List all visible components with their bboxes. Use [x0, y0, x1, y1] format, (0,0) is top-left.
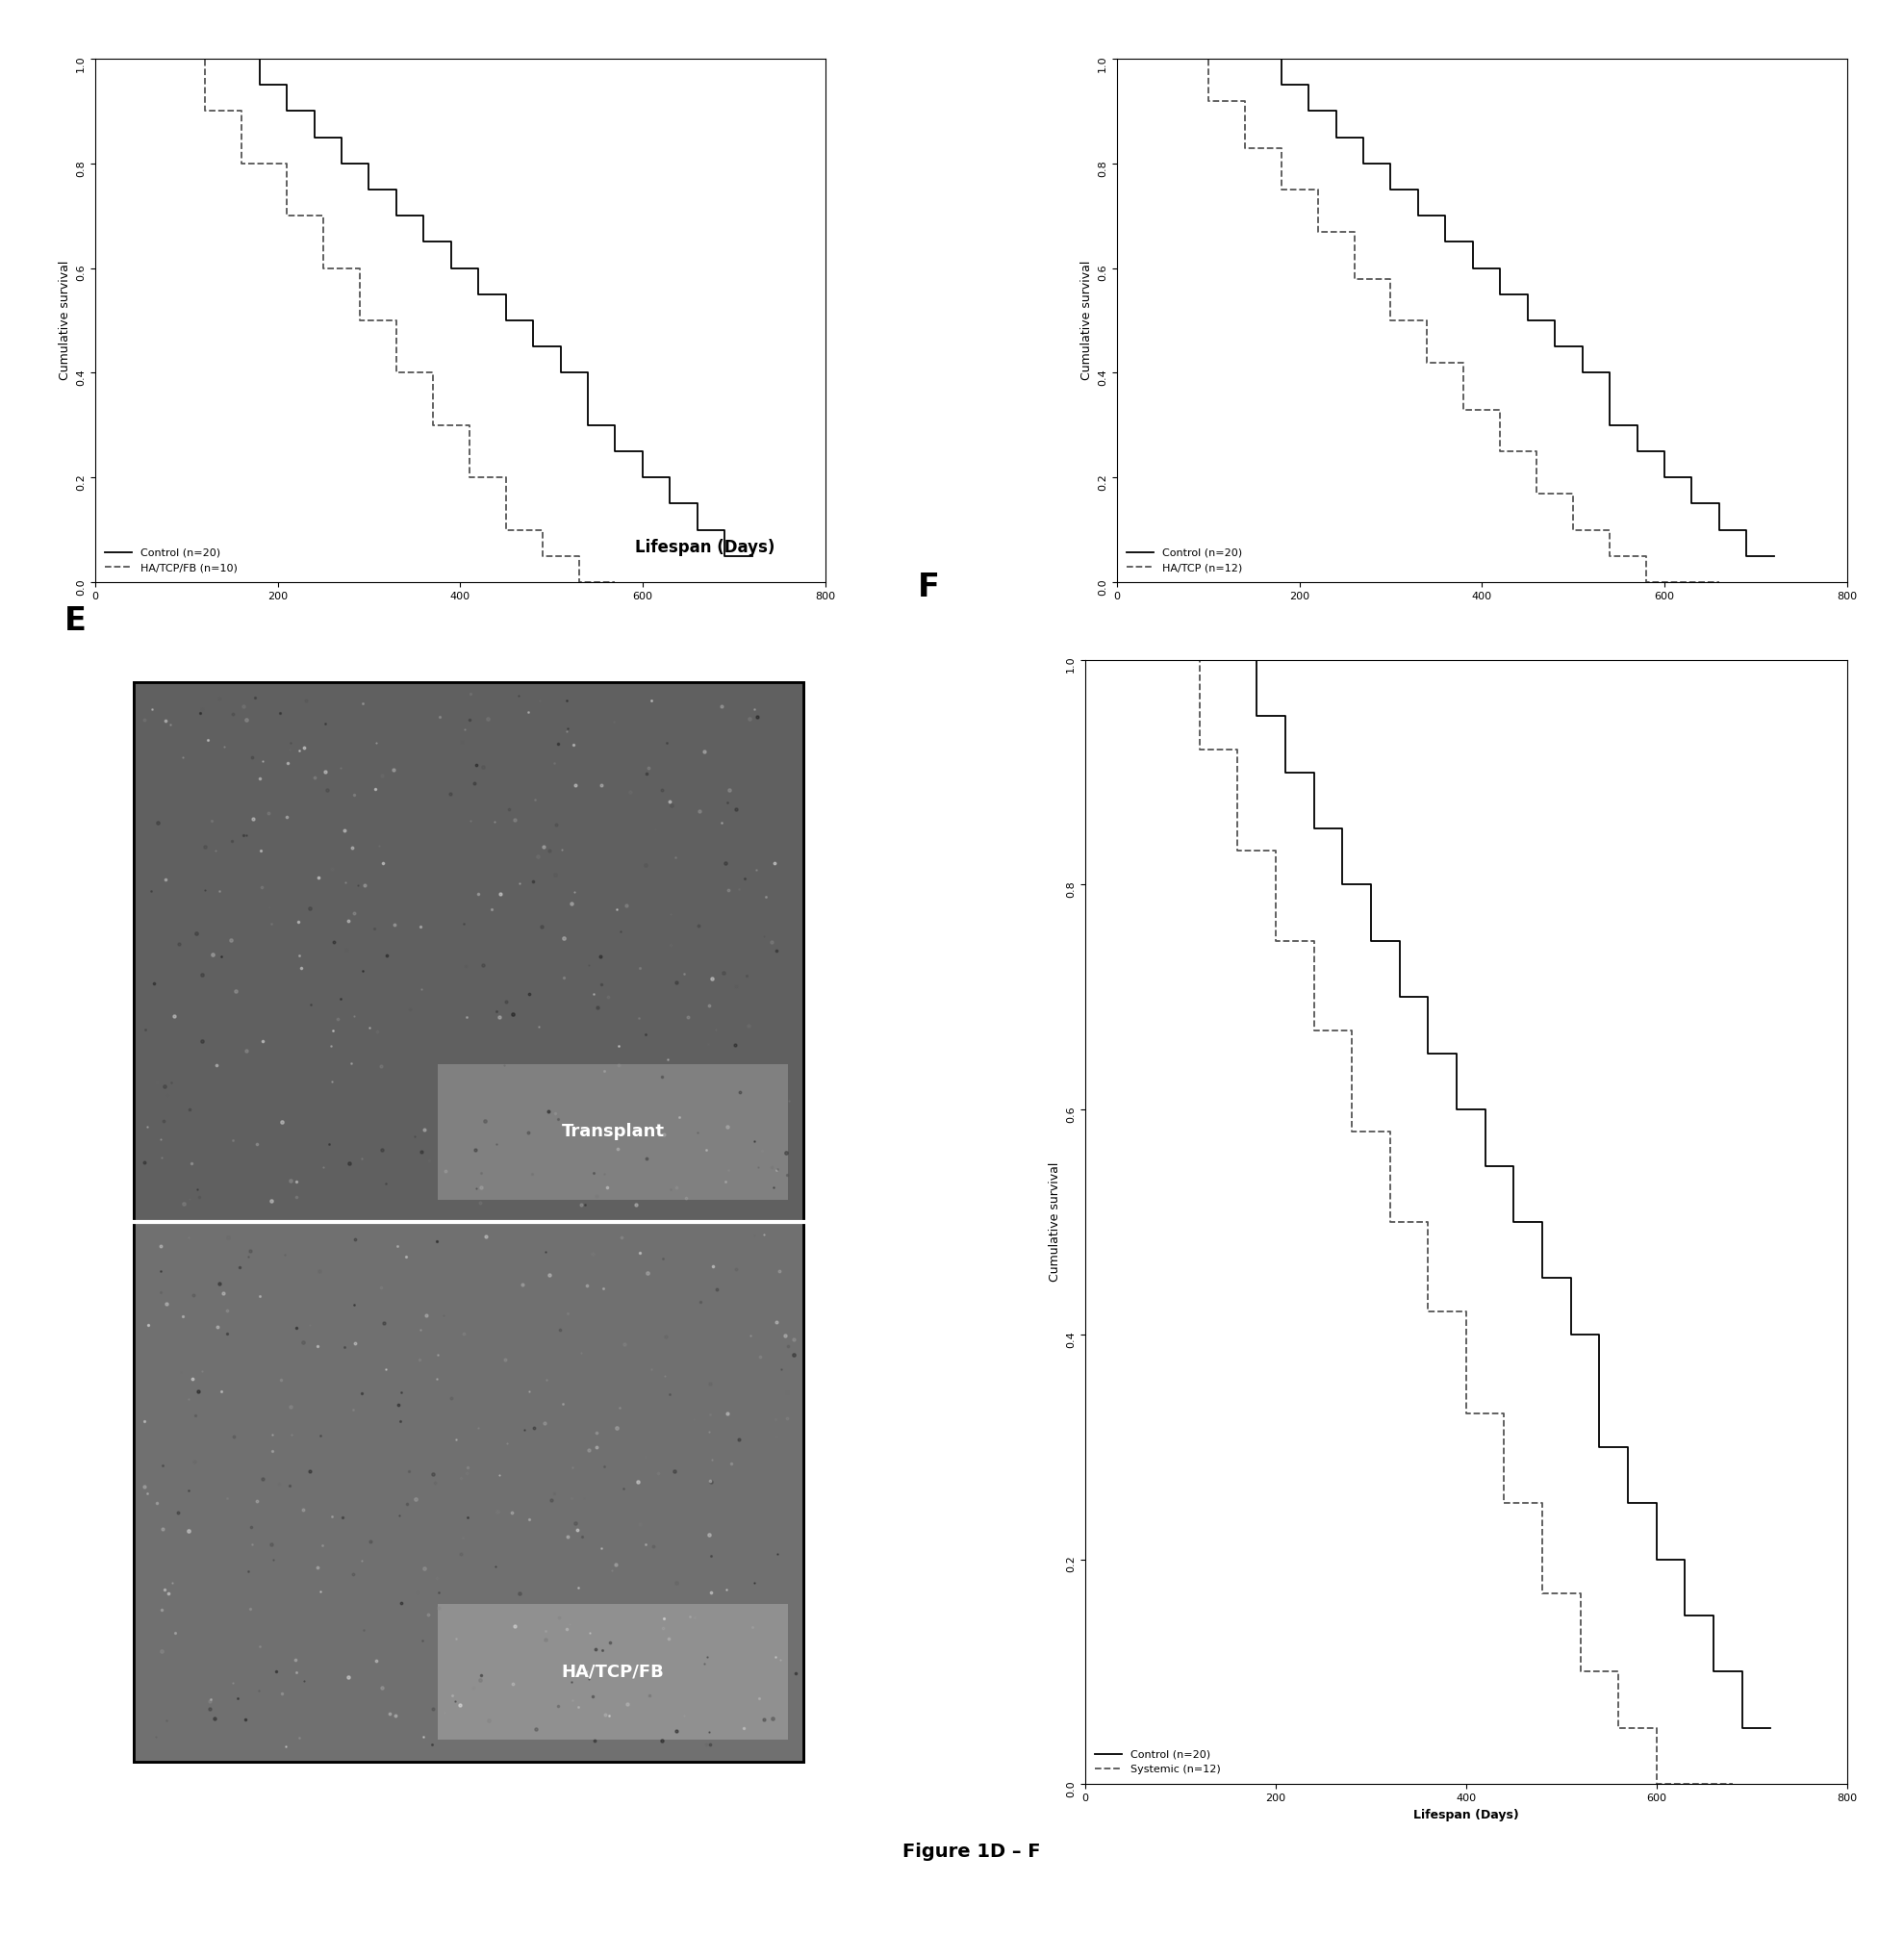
Y-axis label: Cumulative survival: Cumulative survival: [59, 261, 70, 380]
Bar: [438, 1064, 788, 1199]
Y-axis label: Cumulative survival: Cumulative survival: [1080, 261, 1093, 380]
Text: Transplant: Transplant: [562, 1123, 664, 1140]
Legend: Control (n=20), HA/TCP/FB (n=10): Control (n=20), HA/TCP/FB (n=10): [101, 545, 242, 576]
X-axis label: Lifespan (Days): Lifespan (Days): [1413, 1808, 1519, 1822]
Bar: [438, 1604, 788, 1740]
Bar: [133, 682, 803, 1761]
Legend: Control (n=20), HA/TCP (n=12): Control (n=20), HA/TCP (n=12): [1121, 545, 1247, 576]
Text: Lifespan (Days): Lifespan (Days): [634, 539, 775, 556]
Bar: [133, 682, 803, 1222]
Y-axis label: Cumulative survival: Cumulative survival: [1049, 1162, 1061, 1281]
Text: F: F: [918, 572, 941, 603]
Bar: [133, 1222, 803, 1761]
Text: HA/TCP/FB: HA/TCP/FB: [562, 1663, 664, 1681]
Bar: [133, 682, 803, 1761]
Text: E: E: [65, 605, 88, 637]
Text: Figure 1D – F: Figure 1D – F: [902, 1843, 1040, 1861]
Legend: Control (n=20), Systemic (n=12): Control (n=20), Systemic (n=12): [1091, 1745, 1224, 1779]
